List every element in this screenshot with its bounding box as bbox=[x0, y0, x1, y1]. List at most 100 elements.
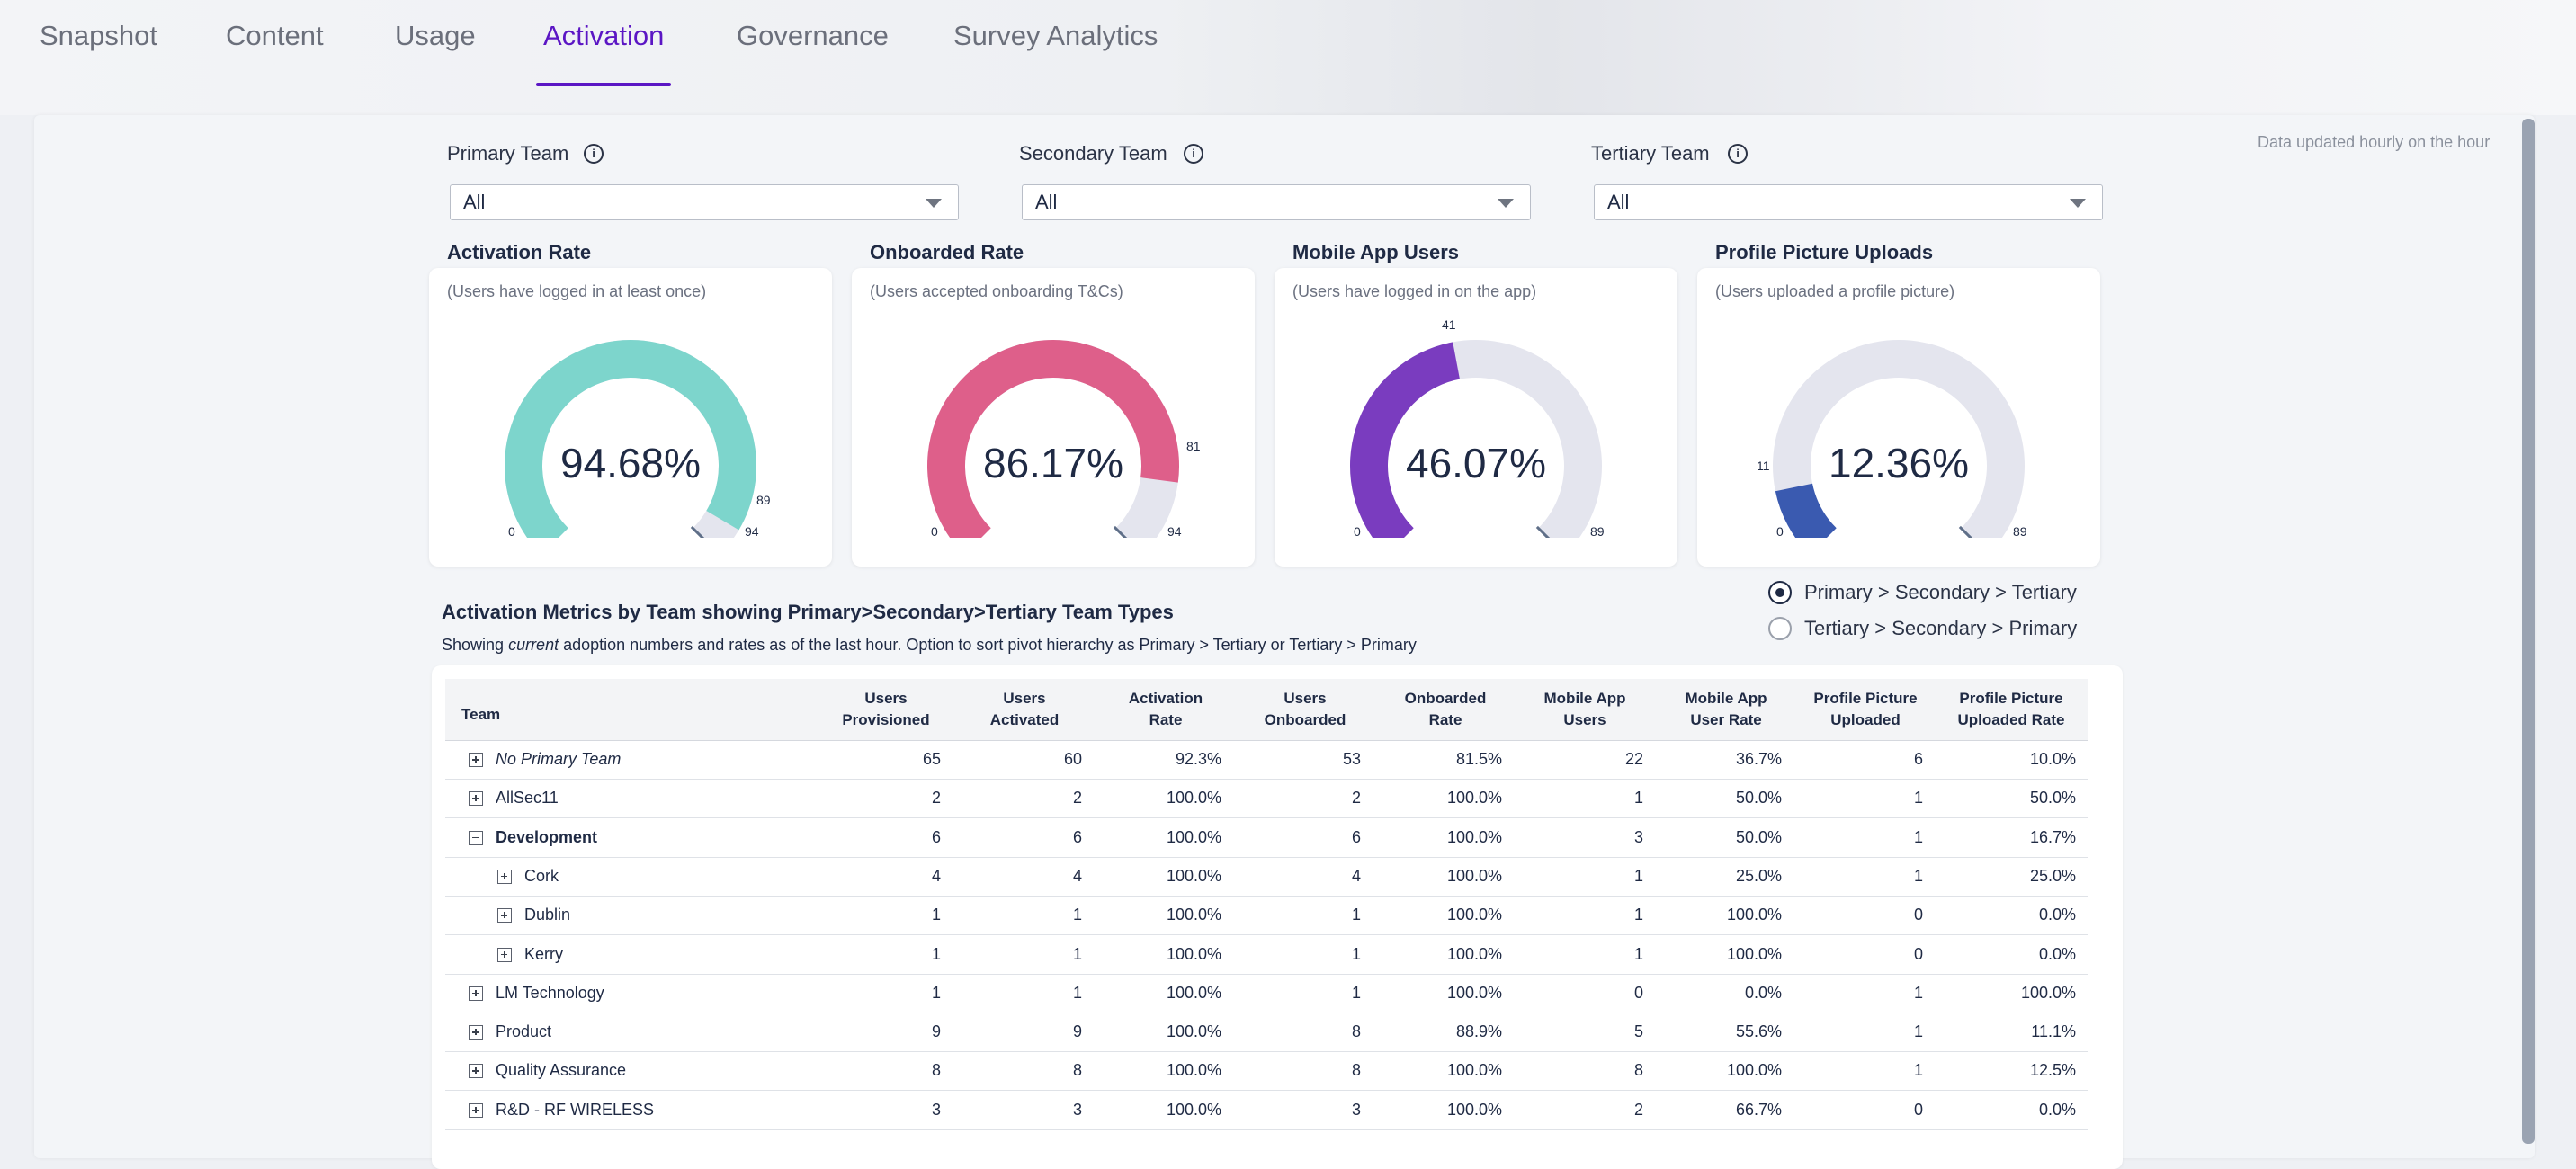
cell-mobile-app-user-rate: 66.7% bbox=[1735, 1100, 1782, 1119]
scrollbar[interactable] bbox=[2522, 119, 2535, 1144]
secondary-team-label: Secondary Team bbox=[1019, 142, 1167, 165]
section-subtitle: Showing current adoption numbers and rat… bbox=[442, 636, 1417, 655]
expand-icon[interactable] bbox=[469, 1102, 483, 1118]
cell-mobile-app-user-rate: 25.0% bbox=[1735, 866, 1782, 885]
cell-profile-picture-uploaded: 0 bbox=[1913, 1100, 1923, 1119]
expand-icon[interactable] bbox=[469, 986, 483, 1001]
cell-activation-rate: 100.0% bbox=[1166, 944, 1221, 963]
gauge-target-tick bbox=[690, 525, 705, 538]
header-profile-picture-uploaded[interactable]: Profile Picture Uploaded bbox=[1784, 688, 1946, 731]
header-profile-picture-uploaded-rate[interactable]: Profile Picture Uploaded Rate bbox=[1930, 688, 2092, 731]
table-row bbox=[445, 1051, 2088, 1092]
primary-team-label: Primary Team bbox=[447, 142, 569, 165]
cell-users-activated: 8 bbox=[1072, 1061, 1082, 1080]
team-name: AllSec11 bbox=[496, 789, 559, 808]
activation-rate-gauge bbox=[505, 340, 756, 538]
profile-picture-uploads-title: Profile Picture Uploads bbox=[1715, 241, 1934, 263]
header-line: Uploaded bbox=[1830, 711, 1901, 728]
gauge-value: 94.68% bbox=[559, 440, 701, 486]
cell-activation-rate: 100.0% bbox=[1166, 866, 1221, 885]
tab-governance[interactable]: Governance bbox=[737, 20, 889, 51]
sort-primary-radio[interactable] bbox=[1768, 581, 1792, 604]
cell-onboarded-rate: 100.0% bbox=[1446, 906, 1502, 924]
expand-icon[interactable] bbox=[469, 1064, 483, 1079]
cell-users-provisioned: 4 bbox=[931, 866, 941, 885]
cell-onboarded-rate: 100.0% bbox=[1446, 1100, 1502, 1119]
table-header bbox=[445, 679, 2088, 741]
cell-users-activated: 1 bbox=[1072, 944, 1082, 963]
secondary-team-info-icon[interactable]: i bbox=[1184, 144, 1203, 164]
cell-mobile-app-users: 22 bbox=[1624, 750, 1643, 768]
cell-users-activated: 6 bbox=[1072, 827, 1082, 846]
header-activation-rate[interactable]: Activation Rate bbox=[1085, 688, 1247, 731]
cell-profile-picture-uploaded: 6 bbox=[1913, 750, 1923, 768]
cell-mobile-app-users: 8 bbox=[1633, 1061, 1643, 1080]
primary-team-info-icon[interactable]: i bbox=[584, 144, 604, 164]
cell-profile-picture-uploaded-rate: 12.5% bbox=[2029, 1061, 2076, 1080]
gauge-marker-label: 81 bbox=[1186, 439, 1201, 453]
cell-mobile-app-users: 5 bbox=[1633, 1022, 1643, 1041]
tab-activation[interactable]: Activation bbox=[543, 20, 665, 51]
header-line: Users bbox=[864, 690, 908, 707]
header-mobile-app-user-rate[interactable]: Mobile App User Rate bbox=[1645, 688, 1807, 731]
cell-profile-picture-uploaded: 0 bbox=[1913, 944, 1923, 963]
sort-tertiary-label[interactable]: Tertiary > Secondary > Primary bbox=[1804, 617, 2078, 639]
header-team[interactable]: Team bbox=[461, 706, 501, 723]
cell-users-activated: 60 bbox=[1063, 750, 1082, 768]
header-line: Users bbox=[1563, 711, 1606, 728]
cell-users-provisioned: 1 bbox=[931, 944, 941, 963]
chevron-down-icon bbox=[2070, 199, 2086, 208]
secondary-team-select[interactable]: All bbox=[1022, 184, 1531, 220]
tab-usage[interactable]: Usage bbox=[395, 20, 476, 51]
onboarded-rate-gauge bbox=[927, 340, 1179, 538]
cell-users-provisioned: 1 bbox=[931, 983, 941, 1002]
cell-mobile-app-users: 3 bbox=[1633, 827, 1643, 846]
expand-icon[interactable] bbox=[469, 1025, 483, 1040]
expand-icon[interactable] bbox=[497, 908, 512, 924]
header-line: Activated bbox=[989, 711, 1060, 728]
tertiary-team-info-icon[interactable]: i bbox=[1728, 144, 1748, 164]
cell-users-provisioned: 6 bbox=[931, 827, 941, 846]
cell-users-onboarded: 1 bbox=[1351, 983, 1361, 1002]
header-mobile-app-users[interactable]: Mobile App Users bbox=[1504, 688, 1666, 731]
cell-profile-picture-uploaded-rate: 10.0% bbox=[2029, 750, 2076, 768]
header-line: Provisioned bbox=[842, 711, 930, 728]
cell-users-activated: 4 bbox=[1072, 866, 1082, 885]
cell-mobile-app-user-rate: 55.6% bbox=[1735, 1022, 1782, 1041]
header-users-activated[interactable]: Users Activated bbox=[944, 688, 1105, 731]
collapse-icon[interactable] bbox=[469, 830, 483, 845]
card-subtitle: (Users have logged in on the app) bbox=[1292, 282, 1537, 300]
cell-activation-rate: 100.0% bbox=[1166, 1100, 1221, 1119]
expand-icon[interactable] bbox=[469, 791, 483, 807]
sort-primary-label[interactable]: Primary > Secondary > Tertiary bbox=[1804, 581, 2077, 603]
cell-profile-picture-uploaded-rate: 11.1% bbox=[2031, 1022, 2076, 1041]
tab-content[interactable]: Content bbox=[226, 20, 324, 51]
header-line: Uploaded Rate bbox=[1957, 711, 2065, 728]
table-row bbox=[445, 935, 2088, 975]
header-users-provisioned[interactable]: Users Provisioned bbox=[805, 688, 967, 731]
expand-icon[interactable] bbox=[469, 753, 483, 767]
cell-activation-rate: 100.0% bbox=[1166, 906, 1221, 924]
subtitle-prefix: Showing bbox=[442, 636, 509, 654]
gauge-marker-label: 41 bbox=[1442, 317, 1456, 332]
primary-team-select[interactable]: All bbox=[450, 184, 959, 220]
gauge-marker-label: 11 bbox=[1757, 459, 1770, 473]
tertiary-team-select[interactable]: All bbox=[1594, 184, 2103, 220]
expand-icon[interactable] bbox=[497, 947, 512, 962]
header-onboarded-rate[interactable]: Onboarded Rate bbox=[1364, 688, 1526, 731]
sort-tertiary-radio[interactable] bbox=[1768, 617, 1792, 640]
top-nav bbox=[0, 0, 2576, 115]
cell-users-activated: 3 bbox=[1072, 1100, 1082, 1119]
expand-icon[interactable] bbox=[497, 869, 512, 884]
card-subtitle: (Users have logged in at least once) bbox=[447, 282, 707, 300]
subtitle-suffix: adoption numbers and rates as of the las… bbox=[559, 636, 1417, 654]
header-users-onboarded[interactable]: Users Onboarded bbox=[1224, 688, 1386, 731]
cell-activation-rate: 100.0% bbox=[1166, 1022, 1221, 1041]
header-line: Profile Picture bbox=[1813, 690, 1918, 707]
tab-survey-analytics[interactable]: Survey Analytics bbox=[953, 20, 1158, 51]
gauge-fill bbox=[1350, 342, 1460, 538]
cell-profile-picture-uploaded: 0 bbox=[1913, 906, 1923, 924]
section-title: Activation Metrics by Team showing Prima… bbox=[442, 601, 1174, 623]
mobile-app-users-title: Mobile App Users bbox=[1292, 241, 1459, 263]
tab-snapshot[interactable]: Snapshot bbox=[40, 20, 157, 51]
